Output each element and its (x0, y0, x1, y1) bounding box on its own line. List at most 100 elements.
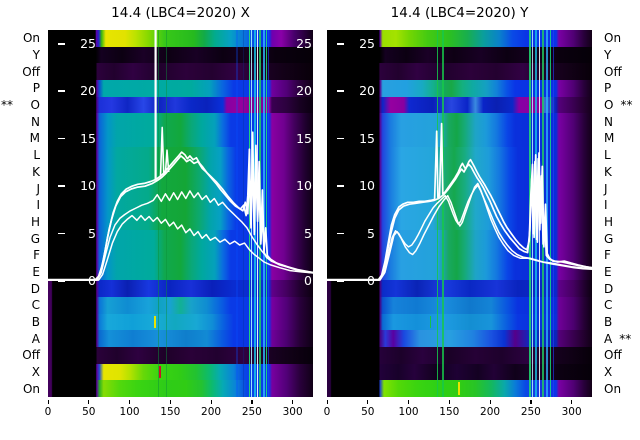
event-dash-1 (430, 315, 432, 329)
row-label-j-9: J (597, 180, 640, 197)
y-tick-dash (58, 137, 65, 140)
row-label-l-7: L (0, 147, 45, 164)
x-tick-label-250: 250 (241, 406, 262, 418)
y-tick-left-0: 0 (337, 273, 375, 288)
row-label-l-7: L (597, 147, 640, 164)
row-label-d-15: D (597, 280, 640, 297)
y-tick-value: 0 (367, 273, 375, 288)
y-tick-left-5: 5 (337, 225, 375, 241)
x-tick-label-150: 150 (439, 406, 460, 418)
asterisk-marker: ** (619, 331, 632, 346)
y-tick-value: 20 (359, 83, 375, 99)
row-label-text: N (31, 114, 40, 129)
y-tick-value: 10 (359, 178, 375, 194)
row-label-h-11: H (597, 214, 640, 231)
row-label-text: A (31, 331, 40, 346)
row-label-text: F (33, 248, 40, 263)
heatmap-row-b-17 (327, 313, 592, 331)
row-label-text: B (604, 315, 613, 330)
row-label-b-17: B (0, 314, 45, 331)
row-label-text: C (31, 298, 40, 313)
vertical-stripe-11 (267, 30, 270, 397)
x-tick-50 (88, 400, 90, 404)
vertical-stripe-3 (242, 30, 245, 397)
row-label-text: B (31, 315, 40, 330)
y-tick-value: 20 (80, 83, 96, 99)
row-label-o-4: ** O (0, 97, 45, 114)
heatmap-row-e-14 (327, 263, 592, 281)
heatmap-row-i-10 (327, 196, 592, 214)
row-label-text: C (604, 298, 613, 313)
heatmap-row-m-6 (48, 130, 313, 147)
row-label-text: O (604, 98, 614, 113)
row-label-a-18: A (0, 330, 45, 347)
row-label-on-0: On (0, 30, 45, 47)
row-label-off-19: Off (0, 347, 45, 364)
row-label-h-11: H (0, 214, 45, 231)
vertical-stripe-1 (166, 30, 168, 397)
x-tick-100 (129, 400, 131, 404)
y-tick-left-25: 25 (58, 36, 96, 51)
row-label-on-0: On (597, 30, 640, 47)
row-label-p-3: P (597, 80, 640, 97)
x-tick-100 (408, 400, 410, 404)
row-label-d-15: D (0, 280, 45, 297)
row-label-text: K (32, 164, 40, 179)
heatmap-row-d-15 (327, 280, 592, 297)
heatmap-row-k-8 (48, 163, 313, 181)
row-label-text: P (32, 81, 40, 96)
row-label-text: J (36, 181, 40, 196)
row-label-o-4: O ** (597, 97, 640, 114)
row-label-x-20: X (0, 364, 45, 381)
y-tick-dash (58, 43, 65, 45)
row-label-text: P (604, 81, 612, 96)
heatmap-row-p-3 (327, 80, 592, 97)
row-label-i-10: I (0, 197, 45, 214)
x-tick-250 (530, 400, 532, 404)
heatmap-row-l-7 (327, 146, 592, 164)
row-label-text: Off (22, 348, 40, 363)
series-line2 (327, 157, 592, 281)
vertical-stripe-4 (248, 30, 251, 397)
x-tick-200 (210, 400, 212, 404)
y-tick-right-20: 20 (296, 83, 312, 99)
heatmap-row-o-4 (327, 96, 592, 114)
vertical-stripe-10 (265, 30, 267, 397)
row-label-on-21: On (0, 380, 45, 397)
y-tick-dash (337, 137, 344, 140)
y-tick-left-15: 15 (337, 132, 375, 145)
row-label-i-10: I (597, 197, 640, 214)
heatmap-row-c-16 (48, 297, 313, 314)
row-label-text: Off (22, 64, 40, 79)
heatmap-row-j-9 (48, 180, 313, 197)
y-tick-value: 5 (88, 225, 96, 241)
y-tick-left-0: 0 (58, 274, 96, 287)
row-label-j-9: J (0, 180, 45, 197)
row-label-text: M (604, 131, 615, 146)
y-tick-left-20: 20 (337, 85, 375, 97)
row-label-text: I (36, 198, 40, 213)
series-line2 (48, 155, 313, 281)
y-tick-dash (337, 232, 344, 235)
heatmap-row-j-9 (327, 180, 592, 197)
y-tick-left-15: 15 (58, 132, 96, 145)
y-tick-value: 25 (80, 36, 96, 51)
heatmap-row-a-18 (48, 330, 313, 348)
heatmap-row-off-2 (48, 63, 313, 81)
y-tick-value: 5 (367, 225, 375, 241)
row-label-b-17: B (597, 314, 640, 331)
row-label-x-20: X (597, 364, 640, 381)
row-label-text: X (31, 365, 40, 380)
heatmap-row-on-0 (327, 30, 592, 47)
x-tick-label-300: 300 (561, 406, 582, 418)
panel-right-title: 14.4 (LBC4=2020) Y (390, 5, 529, 21)
row-label-c-16: C (597, 297, 640, 314)
row-label-y-1: Y (0, 47, 45, 64)
vertical-stripe-1 (442, 30, 444, 397)
series-line1 (48, 131, 313, 281)
row-label-f-13: F (0, 247, 45, 264)
row-label-text: F (604, 248, 611, 263)
line-series-overlay (48, 30, 313, 281)
row-label-off-2: Off (0, 63, 45, 80)
row-label-text: E (32, 264, 40, 279)
